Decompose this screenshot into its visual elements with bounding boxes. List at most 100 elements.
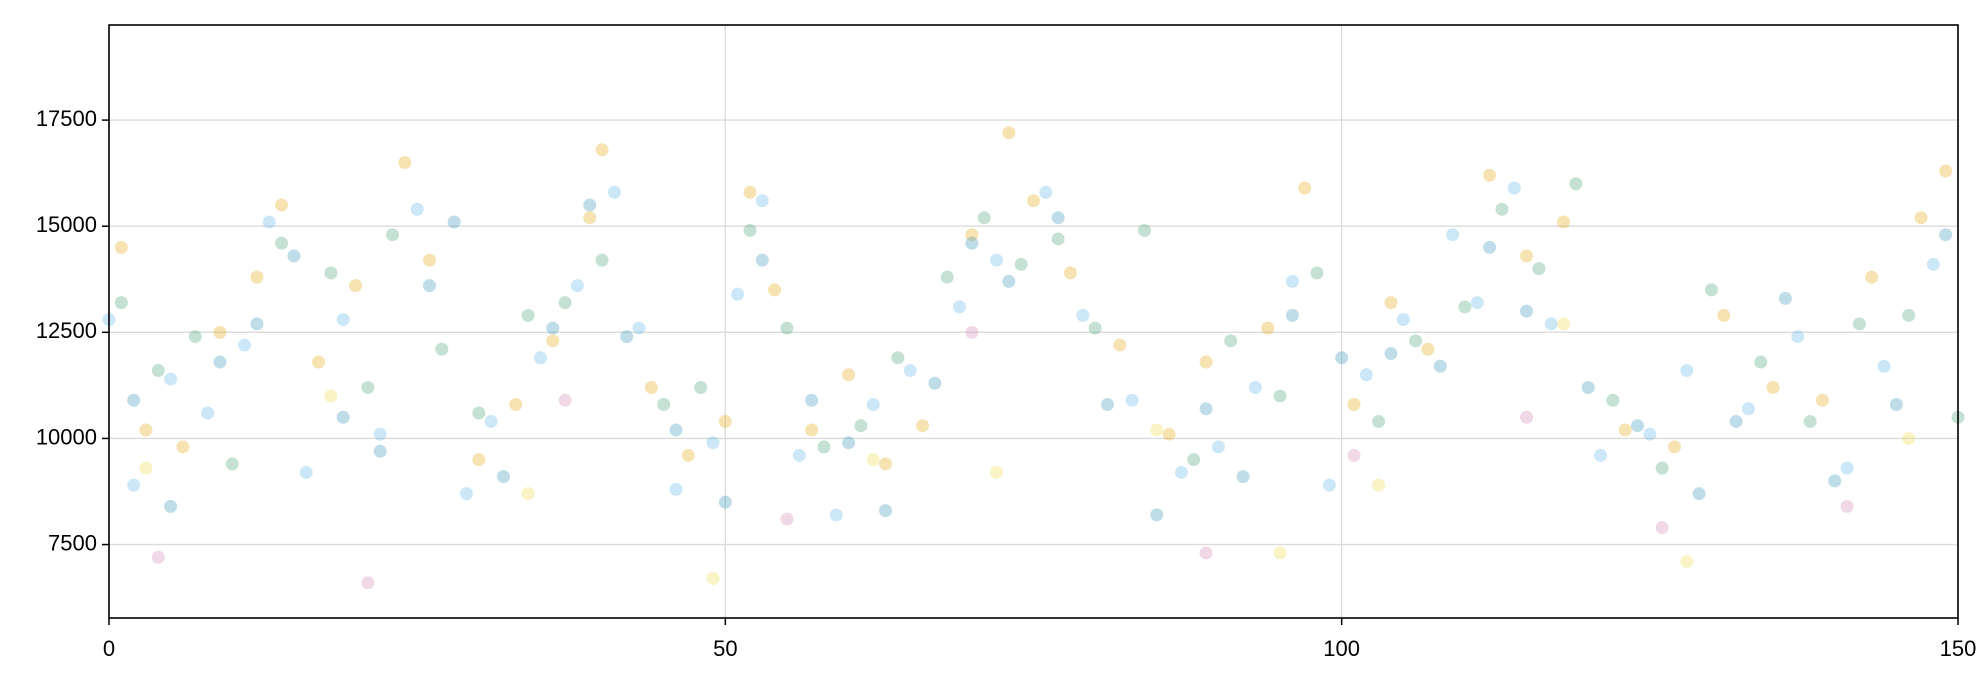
point [139, 461, 153, 475]
point [1902, 431, 1916, 445]
point [1791, 330, 1805, 344]
point [1261, 321, 1275, 335]
point [1483, 240, 1497, 254]
point [139, 423, 153, 437]
point [1076, 308, 1090, 322]
point [1347, 397, 1361, 411]
point [965, 325, 979, 339]
point [681, 448, 695, 462]
point [595, 143, 609, 157]
y-tick-label: 15000 [36, 212, 97, 237]
point [1002, 126, 1016, 140]
point [250, 317, 264, 331]
point [1655, 461, 1669, 475]
point [1939, 228, 1953, 242]
point [213, 325, 227, 339]
point [1803, 414, 1817, 428]
point [250, 270, 264, 284]
x-tick-label: 0 [103, 636, 115, 661]
point [965, 236, 979, 250]
point [829, 508, 843, 522]
point [521, 487, 535, 501]
points [102, 126, 1965, 590]
point [570, 279, 584, 293]
point [1704, 283, 1718, 297]
x-tick-label: 150 [1940, 636, 1977, 661]
point [1359, 368, 1373, 382]
point [1421, 342, 1435, 356]
point [1051, 211, 1065, 225]
point [1926, 257, 1940, 271]
point [299, 465, 313, 479]
x-tick-label: 100 [1323, 636, 1360, 661]
point [484, 414, 498, 428]
point [164, 372, 178, 386]
point [1544, 317, 1558, 331]
point [1384, 296, 1398, 310]
point [743, 223, 757, 237]
point [990, 465, 1004, 479]
point [114, 296, 128, 310]
y-tick-label: 17500 [36, 106, 97, 131]
point [583, 211, 597, 225]
point [805, 423, 819, 437]
point [533, 351, 547, 365]
point [1741, 402, 1755, 416]
point [1865, 270, 1879, 284]
point [496, 470, 510, 484]
point [275, 236, 289, 250]
point [916, 419, 930, 433]
point [866, 397, 880, 411]
point [1396, 313, 1410, 327]
point [1298, 181, 1312, 195]
point [275, 198, 289, 212]
point [644, 381, 658, 395]
point [1322, 478, 1336, 492]
point [1594, 448, 1608, 462]
point [312, 355, 326, 369]
point [1150, 508, 1164, 522]
point [1495, 202, 1509, 216]
point [632, 321, 646, 335]
point [780, 512, 794, 526]
point [225, 457, 239, 471]
point [213, 355, 227, 369]
point [1507, 181, 1521, 195]
point [127, 478, 141, 492]
point [176, 440, 190, 454]
point [1520, 249, 1534, 263]
point [398, 156, 412, 170]
point [1766, 381, 1780, 395]
point [607, 185, 621, 199]
point [1680, 555, 1694, 569]
point [188, 330, 202, 344]
point [1372, 414, 1386, 428]
point [977, 211, 991, 225]
point [1162, 427, 1176, 441]
point [1939, 164, 1953, 178]
point [718, 495, 732, 509]
point [410, 202, 424, 216]
point [1828, 474, 1842, 488]
point [1014, 257, 1028, 271]
point [866, 453, 880, 467]
point [1335, 351, 1349, 365]
point [1643, 427, 1657, 441]
grid [108, 25, 1959, 618]
point [386, 228, 400, 242]
point [780, 321, 794, 335]
point [891, 351, 905, 365]
point [1680, 364, 1694, 378]
point [238, 338, 252, 352]
point [879, 504, 893, 518]
point [768, 283, 782, 297]
point [151, 550, 165, 564]
point [1483, 168, 1497, 182]
point [1470, 296, 1484, 310]
point [620, 330, 634, 344]
point [262, 215, 276, 229]
point [151, 364, 165, 378]
point [1667, 440, 1681, 454]
point [336, 313, 350, 327]
